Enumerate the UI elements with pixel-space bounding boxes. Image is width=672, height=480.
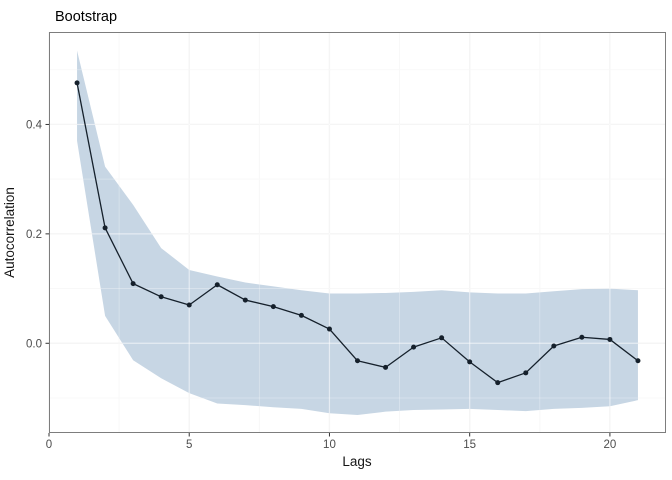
acf-point: [607, 336, 613, 342]
acf-series-layer: [74, 80, 641, 386]
acf-point: [326, 326, 332, 332]
acf-point: [551, 343, 557, 349]
x-tick-label: 20: [604, 439, 617, 451]
acf-point: [298, 312, 304, 318]
x-axis-title: Lags: [342, 454, 372, 469]
acf-point: [579, 334, 585, 340]
acf-point: [102, 225, 108, 231]
acf-point: [74, 80, 80, 86]
acf-point: [214, 282, 220, 288]
gridlines-over-band-layer: [48, 32, 666, 433]
acf-point: [158, 294, 164, 300]
x-tick-label: 10: [323, 439, 336, 451]
acf-point: [495, 380, 501, 386]
x-tick-label: 0: [46, 439, 52, 451]
y-tick-label: 0.0: [26, 338, 42, 350]
acf-point: [383, 364, 389, 370]
acf-point: [186, 302, 192, 308]
x-tick-label: 5: [186, 439, 192, 451]
axis-tick-labels-layer: 0 5 10 15 20 0.0 0.2 0.4: [26, 119, 616, 451]
y-tick-label: 0.2: [26, 229, 42, 241]
acf-point: [130, 281, 136, 287]
axis-ticks-layer: [45, 123, 611, 437]
confidence-band: [77, 50, 638, 415]
acf-point: [439, 335, 445, 341]
acf-point: [467, 359, 473, 365]
confidence-band-layer: [77, 50, 638, 415]
acf-point: [523, 370, 529, 376]
acf-point: [355, 358, 360, 364]
y-tick-label: 0.4: [26, 119, 43, 131]
acf-point: [242, 297, 248, 303]
plot-title: Bootstrap: [55, 9, 117, 25]
acf-point: [270, 304, 276, 310]
y-axis-title: Autocorrelation: [2, 187, 17, 278]
acf-point: [635, 358, 641, 364]
acf-point: [411, 344, 417, 350]
panel-border: [49, 32, 666, 433]
x-tick-label: 15: [463, 439, 476, 451]
